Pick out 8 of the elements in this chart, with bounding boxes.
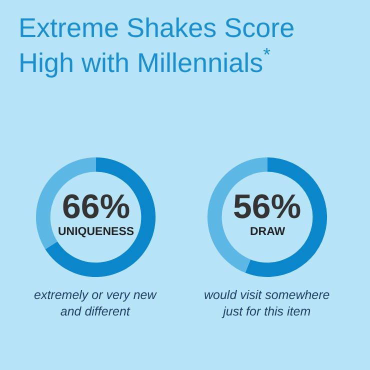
chart-title: Extreme Shakes Score High with Millennials$^{*}$ [18, 13, 295, 78]
text: DRAW [250, 226, 286, 238]
text: would visit somewhere just for this item [204, 288, 330, 318]
text: extremely or very new and different [34, 288, 158, 318]
text: 66% [62, 188, 130, 226]
text: 56% [233, 188, 302, 226]
text: UNIQUENESS [58, 226, 134, 238]
donut-slice [45, 157, 156, 277]
